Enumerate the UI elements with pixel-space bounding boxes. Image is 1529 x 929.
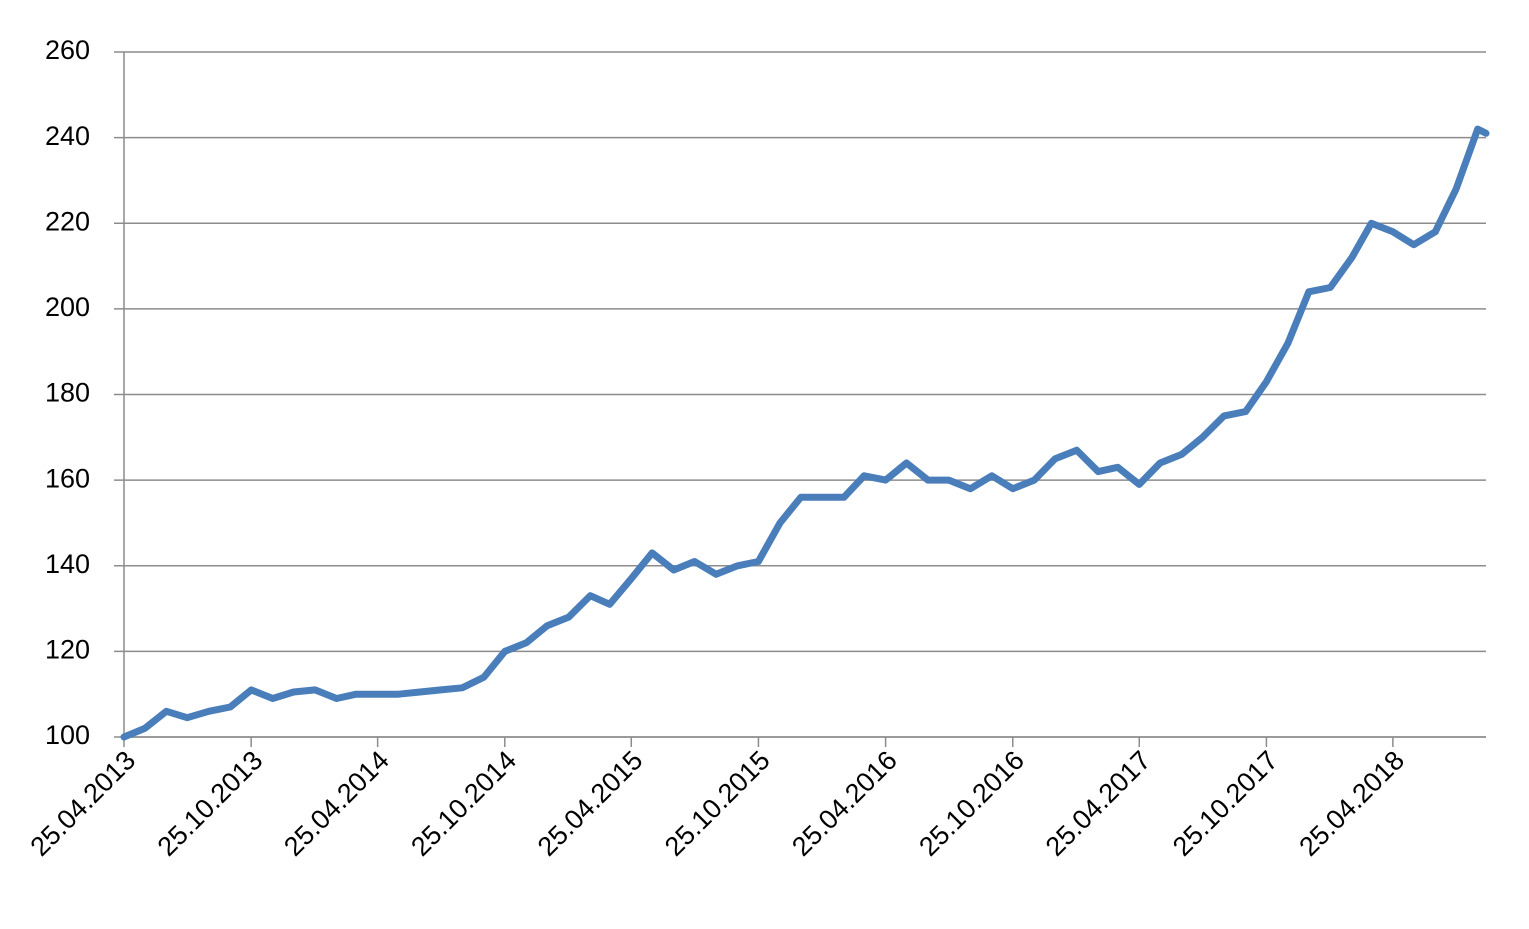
x-tick-label: 25.10.2013: [152, 745, 269, 862]
x-tick-label: 25.10.2016: [913, 745, 1030, 862]
data-line: [120, 125, 1490, 741]
x-tick-label: 25.04.2018: [1293, 745, 1410, 862]
y-tick-label: 100: [45, 720, 90, 750]
x-tick-label: 25.10.2014: [405, 745, 522, 862]
x-tick-label: 25.04.2013: [25, 745, 142, 862]
y-tick-label: 120: [45, 635, 90, 665]
x-tick-label: 25.04.2014: [278, 745, 395, 862]
y-tick-label: 240: [45, 121, 90, 151]
x-tick-label: 25.10.2015: [659, 745, 776, 862]
x-tick-label: 25.04.2017: [1040, 745, 1157, 862]
y-tick-label: 220: [45, 206, 90, 236]
y-tick-label: 180: [45, 378, 90, 408]
x-tick-label: 25.10.2017: [1167, 745, 1284, 862]
y-tick-label: 260: [45, 35, 90, 65]
y-tick-label: 160: [45, 463, 90, 493]
y-tick-label: 200: [45, 292, 90, 322]
x-tick-label: 25.04.2016: [786, 745, 903, 862]
x-tick-label: 25.04.2015: [532, 745, 649, 862]
y-tick-label: 140: [45, 549, 90, 579]
